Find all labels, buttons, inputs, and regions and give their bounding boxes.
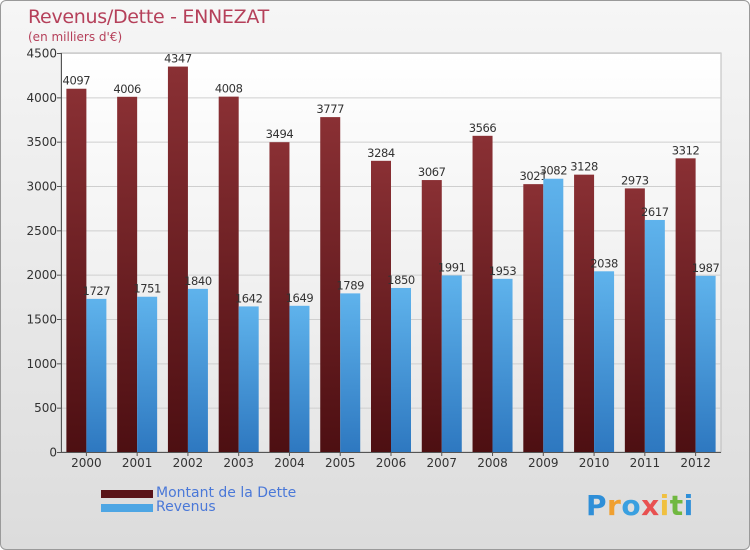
logo-letter: x (641, 489, 660, 522)
x-tick-label: 2010 (579, 456, 610, 470)
chart-title: Revenus/Dette - ENNEZAT (28, 6, 269, 28)
chart-subtitle: (en milliers d'€) (28, 30, 123, 44)
data-label-revenue: 1987 (692, 261, 720, 275)
x-tick-label: 2003 (223, 456, 254, 470)
x-tick-label: 2000 (71, 456, 102, 470)
y-tick-label: 4500 (26, 47, 57, 61)
bar-debt (421, 180, 442, 452)
x-tick-label: 2008 (477, 456, 508, 470)
bar-revenue (137, 296, 158, 452)
y-tick-label: 3500 (26, 135, 57, 149)
data-label-debt: 3494 (266, 127, 294, 141)
data-label-revenue: 1649 (286, 291, 314, 305)
x-tick-label: 2012 (680, 456, 711, 470)
logo-letter: r (607, 489, 622, 522)
bar-debt (624, 188, 645, 453)
bar-revenue (187, 288, 208, 452)
data-label-debt: 3021 (519, 169, 547, 183)
bar-revenue (391, 287, 411, 452)
data-label-revenue: 1840 (184, 274, 212, 288)
bar-revenue (86, 298, 107, 452)
y-tick-label: 3000 (26, 180, 57, 194)
data-label-debt: 4008 (215, 82, 243, 96)
y-tick-label: 1500 (26, 313, 57, 327)
data-label-revenue: 1991 (438, 260, 466, 274)
data-label-revenue: 1789 (336, 278, 364, 292)
x-tick-label: 2002 (173, 456, 204, 470)
data-label-debt: 3128 (570, 160, 598, 174)
y-tick-label: 2000 (26, 268, 57, 282)
x-tick-label: 2006 (376, 456, 407, 470)
bar-revenue (644, 219, 665, 452)
bar-debt (269, 142, 290, 452)
data-label-debt: 3566 (469, 121, 497, 135)
x-tick-label: 2004 (274, 456, 305, 470)
bar-revenue (340, 293, 361, 452)
data-label-debt: 4347 (164, 52, 192, 66)
data-label-debt: 4006 (113, 82, 141, 96)
bar-debt (472, 135, 493, 452)
bar-debt (218, 96, 239, 453)
logo-letter: i (683, 489, 694, 522)
y-tick-label: 500 (34, 401, 57, 415)
y-tick-label: 2500 (26, 224, 57, 238)
proxiti-logo: Proxiti (586, 489, 694, 522)
legend-swatch-revenue (101, 504, 153, 512)
x-tick-label: 2001 (122, 456, 153, 470)
data-label-revenue: 3082 (539, 164, 567, 178)
bar-revenue (238, 306, 259, 452)
bar-revenue (441, 275, 462, 452)
logo-letter: P (586, 489, 608, 522)
data-label-revenue: 1751 (133, 282, 161, 296)
data-label-debt: 3777 (316, 102, 344, 116)
bar-debt (167, 66, 188, 452)
y-tick-label: 1000 (26, 357, 57, 371)
legend-label-revenue: Revenus (156, 499, 216, 515)
data-label-debt: 3067 (418, 165, 446, 179)
bar-debt (320, 117, 341, 452)
bar-debt (675, 158, 696, 452)
bar-debt (66, 88, 87, 452)
data-label-debt: 3284 (367, 146, 395, 160)
legend-label-debt: Montant de la Dette (156, 485, 297, 501)
logo-letter: t (669, 489, 684, 522)
y-tick-label: 4000 (26, 91, 57, 105)
data-label-revenue: 1953 (489, 264, 517, 278)
data-label-revenue: 2617 (641, 205, 669, 219)
bar-debt (117, 96, 138, 452)
logo-letter: o (621, 489, 642, 522)
data-label-revenue: 1727 (83, 284, 111, 298)
x-tick-label: 2011 (630, 456, 661, 470)
x-tick-label: 2007 (426, 456, 457, 470)
bar-revenue (492, 278, 513, 452)
data-label-revenue: 1642 (235, 291, 263, 305)
bar-revenue (695, 275, 716, 452)
data-label-debt: 3312 (672, 143, 700, 157)
bar-revenue (289, 305, 310, 452)
legend-swatch-debt (101, 490, 153, 498)
data-label-debt: 4097 (63, 74, 91, 88)
x-tick-label: 2005 (325, 456, 356, 470)
x-tick-label: 2009 (528, 456, 559, 470)
data-label-debt: 2973 (621, 173, 649, 187)
bar-debt (371, 160, 391, 452)
bar-revenue (543, 178, 564, 452)
bar-debt (523, 184, 544, 452)
data-label-revenue: 1850 (387, 273, 415, 287)
bar-revenue (594, 271, 615, 452)
data-label-revenue: 2038 (590, 256, 618, 270)
y-tick-label: 0 (49, 446, 57, 460)
logo-letter: i (659, 489, 670, 522)
bar-debt (574, 174, 595, 452)
